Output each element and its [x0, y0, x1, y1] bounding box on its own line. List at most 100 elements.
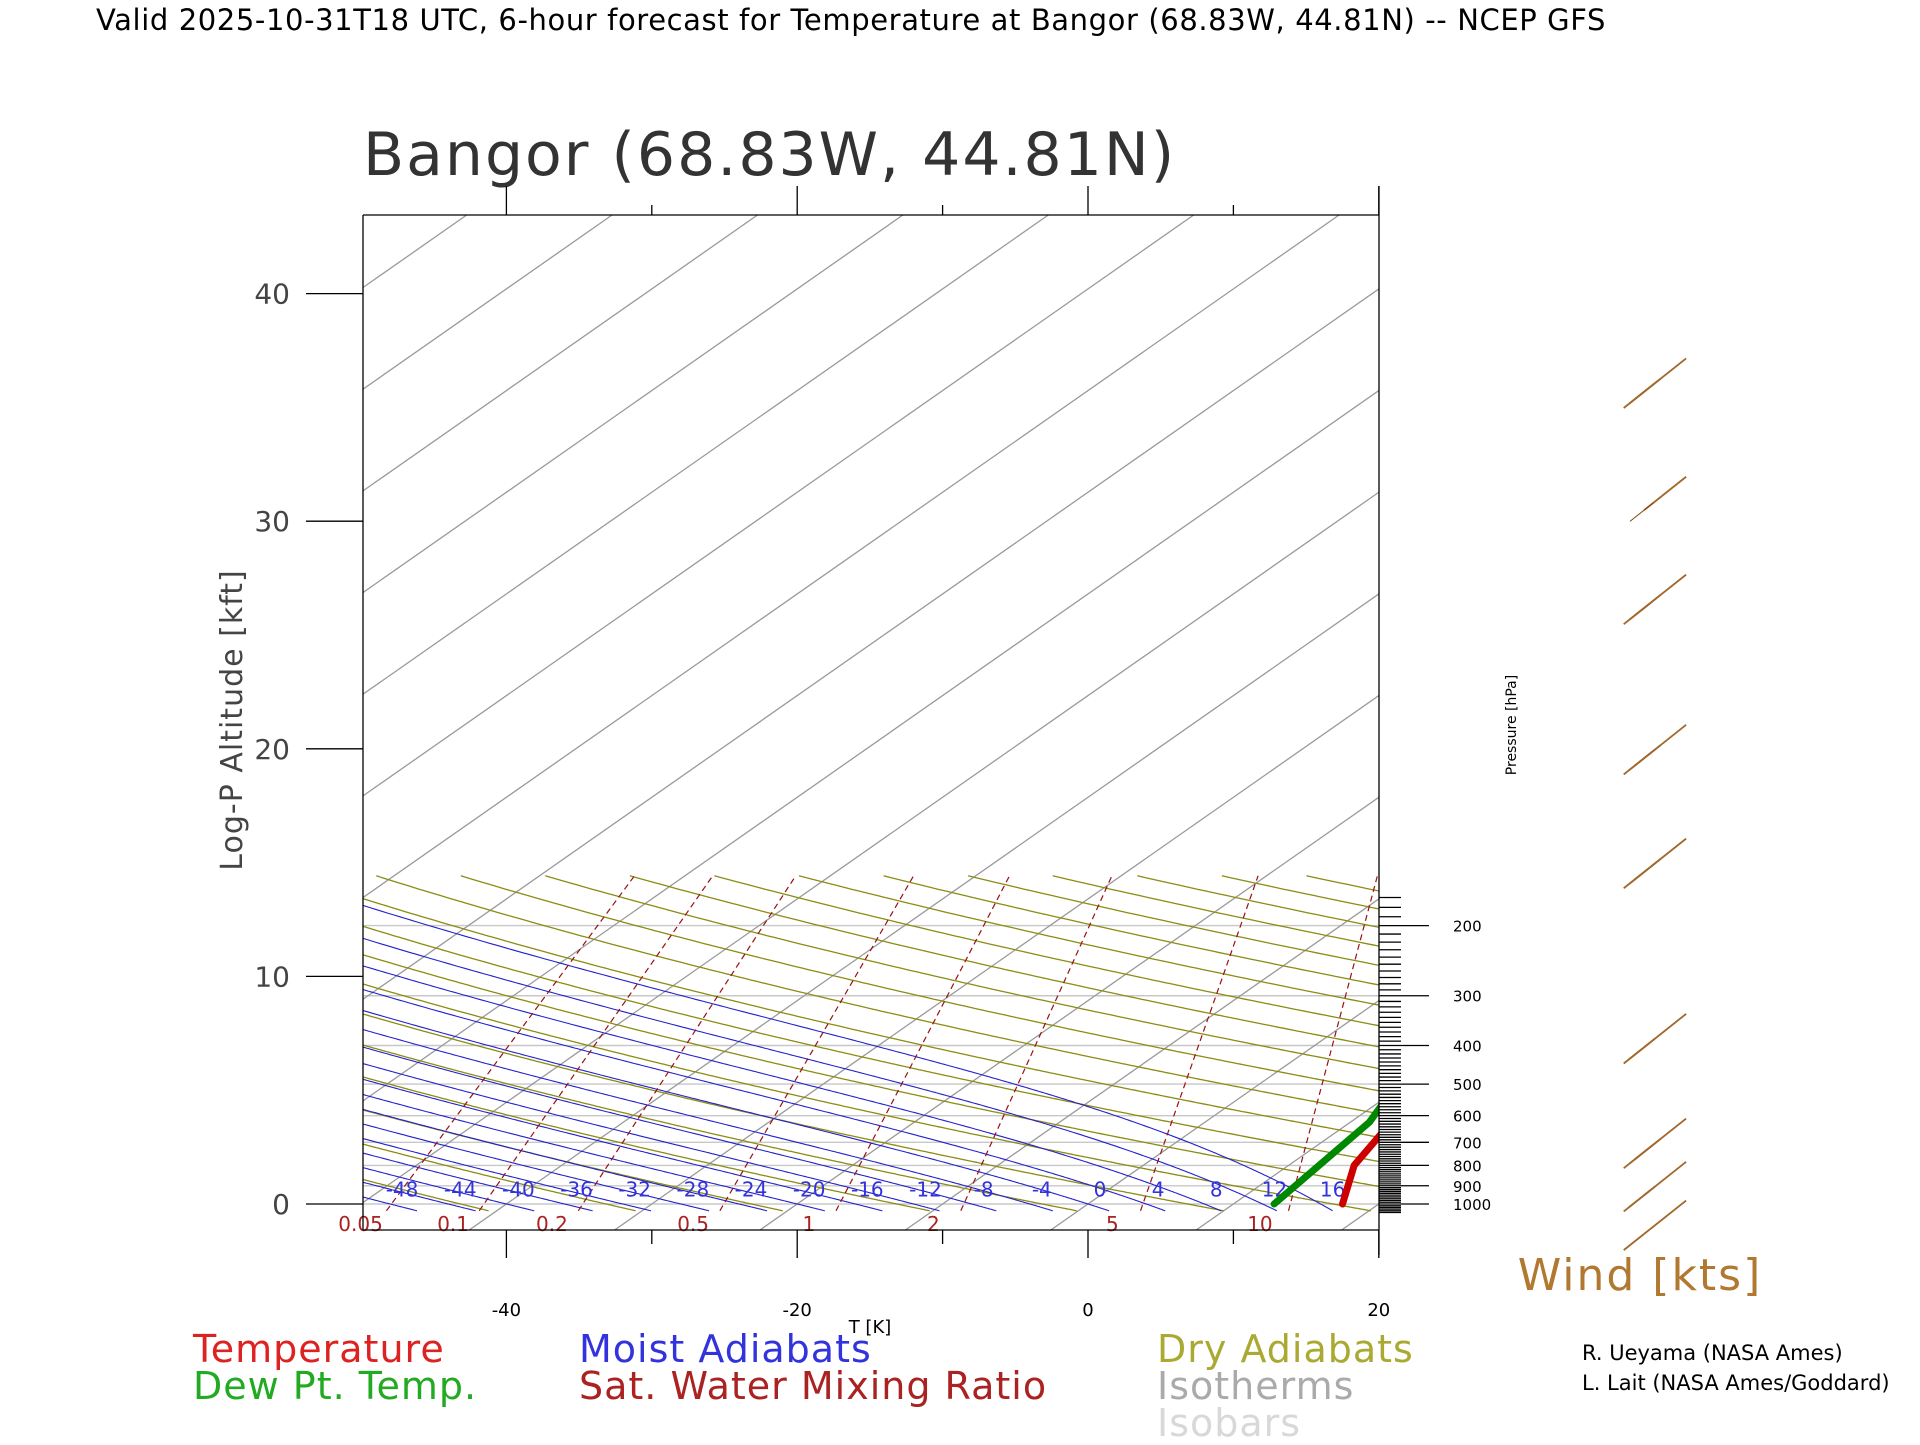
wind-barb-staff — [1644, 1201, 1686, 1234]
wind-full-barb — [1640, 595, 1660, 611]
isotherm-line — [33, 215, 1485, 1230]
profiles — [1274, 214, 1920, 1204]
isotherm-line — [0, 215, 903, 1230]
dry-adiabat-line — [1476, 876, 1920, 1211]
isotherm-line — [0, 215, 612, 1230]
isotherm-line — [0, 215, 1194, 1230]
wind-barb — [1630, 477, 1686, 522]
wind-barb — [1624, 1201, 1686, 1251]
wind-half-barb — [1650, 859, 1660, 867]
wind-half-barb — [1645, 1187, 1655, 1195]
moist-adiabat-label: -48 — [386, 1178, 419, 1202]
legend-isobars: Isobars — [1157, 1404, 1301, 1442]
legend-dry-adiabats: Dry Adiabats — [1157, 1330, 1414, 1368]
isotherm-line — [1342, 215, 1920, 1230]
y-tick-label: 0 — [272, 1188, 290, 1221]
y-tick-label: 20 — [254, 733, 290, 766]
chart-title: Bangor (68.83W, 44.81N) — [363, 120, 1176, 190]
isotherm-line — [178, 215, 1630, 1230]
moist-adiabat-line — [0, 971, 417, 1211]
wind-barb — [1624, 839, 1686, 889]
moist-adiabat-label: 8 — [1210, 1178, 1223, 1202]
y-axis-label-right: Pressure [hPa] — [1504, 675, 1520, 775]
y-tick-label: 10 — [254, 960, 290, 993]
moist-adiabat-label: -40 — [502, 1178, 535, 1202]
y-axis-label-left: Log-P Altitude [kft] — [215, 569, 250, 870]
moist-adiabat-line — [0, 898, 825, 1211]
wind-barb — [1624, 725, 1686, 775]
isotherm-line — [0, 215, 758, 1230]
wind-barb — [1624, 358, 1686, 408]
moist-adiabat-line — [0, 885, 882, 1211]
isotherm-line — [1487, 215, 1920, 1230]
mixing-ratio-label: 0.05 — [338, 1212, 383, 1236]
moist-adiabat-label: 4 — [1152, 1178, 1165, 1202]
moist-adiabat-label: -8 — [974, 1178, 994, 1202]
mixing-ratio-label: 0.1 — [437, 1212, 469, 1236]
y-tick-label: 40 — [254, 278, 290, 311]
wind-barb — [1624, 1119, 1686, 1169]
moist-adiabat-label: -4 — [1032, 1178, 1052, 1202]
isotherm-line — [0, 215, 1048, 1230]
pressure-tick-label: 600 — [1453, 1108, 1482, 1126]
x-tick-label: 0 — [1082, 1300, 1093, 1321]
dry-adiabat-line — [0, 876, 342, 1211]
pressure-tick-label: 900 — [1453, 1178, 1482, 1196]
legend-temperature: Temperature — [193, 1330, 445, 1368]
mixing-ratio-label: 10 — [1247, 1212, 1272, 1236]
x-tick-label: 20 — [1367, 1300, 1390, 1321]
moist-adiabat-label: -16 — [851, 1178, 884, 1202]
dewpoint-line — [1274, 214, 1920, 1204]
moist-adiabat-line — [0, 919, 709, 1211]
legend-dewpoint: Dew Pt. Temp. — [193, 1367, 477, 1405]
moist-adiabat-label: -12 — [909, 1178, 942, 1202]
legend-moist-adiabats: Moist Adiabats — [579, 1330, 872, 1368]
moist-adiabat-label: -24 — [735, 1178, 768, 1202]
mixing-ratio-label: 1 — [803, 1212, 816, 1236]
mixing-ratio-label: 0.5 — [677, 1212, 709, 1236]
isotherm-line — [905, 215, 1920, 1230]
pressure-tick-label: 800 — [1453, 1157, 1482, 1175]
wind-barb — [1624, 1014, 1686, 1064]
mixing-ratio-label: 5 — [1106, 1212, 1119, 1236]
isotherm-line — [1196, 215, 1920, 1230]
wind-full-barb — [1640, 379, 1660, 395]
pressure-tick-label: 400 — [1453, 1038, 1482, 1056]
wind-label: Wind [kts] — [1518, 1250, 1763, 1301]
pressure-tick-label: 300 — [1453, 988, 1482, 1006]
pressure-tick-label: 700 — [1453, 1134, 1482, 1152]
x-tick-label: -40 — [492, 1300, 521, 1321]
moist-adiabat-label: -32 — [618, 1178, 651, 1202]
header-title: Valid 2025-10-31T18 UTC, 6-hour forecast… — [96, 3, 1606, 37]
wind-barb — [1624, 1162, 1686, 1212]
wind-half-barb — [1650, 1139, 1660, 1147]
isotherm-line — [0, 215, 321, 1230]
pressure-tick-label: 200 — [1453, 918, 1482, 936]
pressure-tick-label: 500 — [1453, 1076, 1482, 1094]
credit-ueyama: R. Ueyama (NASA Ames) — [1582, 1341, 1843, 1365]
y-tick-label: 30 — [254, 505, 290, 538]
mixing-ratio-line — [1776, 876, 1792, 1211]
legend-mixing-ratio: Sat. Water Mixing Ratio — [579, 1367, 1047, 1405]
wind-flag — [1630, 503, 1653, 522]
moist-adiabat-label: -44 — [444, 1178, 477, 1202]
isotherm-line — [0, 215, 1339, 1230]
dry-adiabat-line — [0, 876, 48, 1211]
wind-barb — [1624, 575, 1686, 625]
wind-full-barb — [1624, 1234, 1644, 1250]
credit-lait: L. Lait (NASA Ames/Goddard) — [1582, 1371, 1890, 1395]
legend-isotherms: Isotherms — [1157, 1367, 1354, 1405]
mixing-ratio-label: 2 — [927, 1212, 940, 1236]
dry-adiabat-line — [0, 876, 195, 1211]
wind-half-barb — [1645, 1039, 1655, 1047]
moist-adiabat-label: -28 — [677, 1178, 710, 1202]
moist-adiabat-label: -36 — [560, 1178, 593, 1202]
moist-adiabat-label: 0 — [1094, 1178, 1107, 1202]
x-tick-label: -20 — [782, 1300, 811, 1321]
temperature-line — [1343, 214, 1920, 1204]
mixing-ratio-label: 0.2 — [536, 1212, 568, 1236]
wind-half-barb — [1650, 745, 1660, 753]
moist-adiabat-label: -20 — [793, 1178, 826, 1202]
pressure-tick-label: 1000 — [1453, 1196, 1491, 1214]
